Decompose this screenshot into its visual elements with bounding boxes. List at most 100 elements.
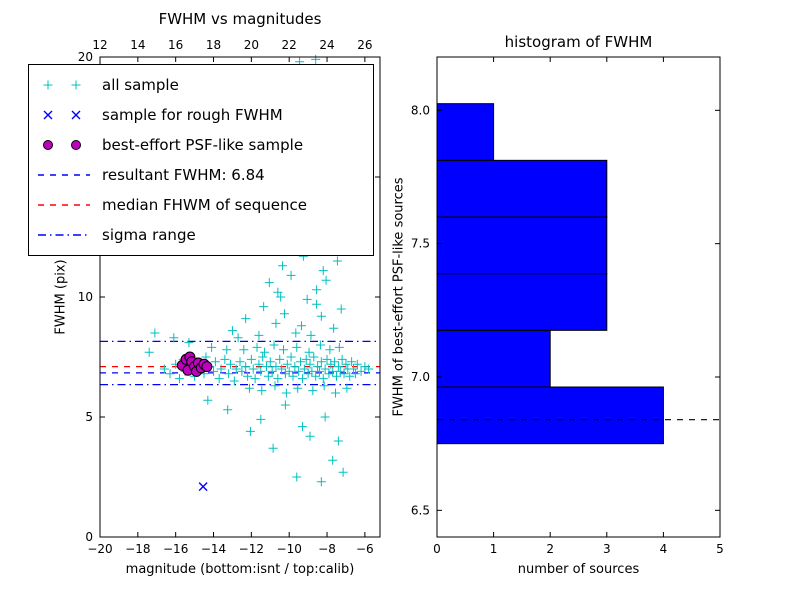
left-plot-title: FWHM vs magnitudes xyxy=(158,10,322,28)
circle-legend-icon xyxy=(36,136,92,154)
plus-marker xyxy=(207,342,217,352)
plus-marker xyxy=(347,357,357,367)
right-ylabel: FWHM of best-effort PSF-like sources xyxy=(391,177,407,417)
plus-marker xyxy=(320,412,330,422)
plus-marker xyxy=(276,292,286,302)
plus-marker xyxy=(337,354,347,364)
plus-marker xyxy=(293,383,303,393)
plus-marker xyxy=(254,330,264,340)
x-tick-label-bottom: −20 xyxy=(87,542,112,556)
plus-marker xyxy=(235,357,245,367)
plus-legend-icon xyxy=(36,76,92,94)
plus-marker xyxy=(268,443,278,453)
plus-marker xyxy=(227,326,237,336)
y-tick-label: 7.0 xyxy=(411,370,430,384)
x-tick-label-top: 14 xyxy=(130,38,145,52)
x-marker xyxy=(198,482,208,492)
histogram-bar xyxy=(436,103,495,161)
plus-marker xyxy=(301,354,311,364)
plus-marker xyxy=(350,369,360,379)
y-tick-label: 5 xyxy=(85,410,93,424)
x-tick-label-top: 12 xyxy=(92,38,107,52)
plus-marker xyxy=(349,364,359,374)
plus-marker xyxy=(291,328,301,338)
plus-marker xyxy=(333,362,343,372)
legend-label: all sample xyxy=(102,76,179,94)
plus-marker xyxy=(71,80,81,90)
x-marker xyxy=(43,110,53,120)
plus-marker xyxy=(313,362,323,372)
plus-marker xyxy=(331,371,341,381)
x-tick-label-bottom: −14 xyxy=(201,542,226,556)
plus-marker xyxy=(304,347,314,357)
x-tick-label-bottom: −18 xyxy=(125,542,150,556)
plus-marker xyxy=(220,354,230,364)
plus-marker xyxy=(271,362,281,372)
plus-marker xyxy=(244,383,254,393)
plus-marker xyxy=(210,357,220,367)
legend-marker-canvas xyxy=(38,174,90,176)
plus-marker xyxy=(318,266,328,276)
right-plot-title: histogram of FWHM xyxy=(504,33,653,51)
plus-marker xyxy=(169,333,179,343)
plus-marker xyxy=(338,467,348,477)
x-legend-icon xyxy=(36,106,92,124)
plus-marker xyxy=(284,366,294,376)
plus-marker xyxy=(254,359,264,369)
histogram-bar xyxy=(436,329,551,388)
plus-marker xyxy=(296,357,306,367)
y-tick-label: 6.5 xyxy=(411,503,430,517)
circle-marker xyxy=(71,140,81,150)
circle-marker xyxy=(43,140,53,150)
plus-marker xyxy=(273,287,283,297)
plus-marker xyxy=(245,426,255,436)
legend-marker-canvas xyxy=(43,110,81,120)
plus-marker xyxy=(330,357,340,367)
plus-marker xyxy=(302,294,312,304)
legend-entry-1: sample for rough FWHM xyxy=(36,100,373,130)
plus-marker xyxy=(297,422,307,432)
plus-marker xyxy=(165,369,175,379)
plus-marker xyxy=(297,374,307,384)
x-tick-label-top: 22 xyxy=(282,38,297,52)
plus-marker xyxy=(294,366,304,376)
x-tick-label-bottom: −12 xyxy=(239,542,264,556)
x-tick-label-top: 20 xyxy=(244,38,259,52)
plus-marker xyxy=(259,302,269,312)
plus-marker xyxy=(286,352,296,362)
plus-marker xyxy=(352,359,362,369)
plus-marker xyxy=(256,366,266,376)
plus-marker xyxy=(43,80,53,90)
plus-marker xyxy=(316,357,326,367)
plus-marker xyxy=(271,318,281,328)
plus-marker xyxy=(261,362,271,372)
x-tick-label: 4 xyxy=(660,542,668,556)
series-best-effort-psf-like-sample xyxy=(176,351,213,377)
plus-marker xyxy=(174,374,184,384)
plus-marker xyxy=(286,270,296,280)
plus-marker xyxy=(270,381,280,391)
plus-marker xyxy=(305,431,315,441)
x-tick-label-top: 18 xyxy=(206,38,221,52)
legend-marker-canvas xyxy=(43,140,81,150)
legend-marker-canvas xyxy=(38,234,90,236)
plus-marker xyxy=(257,386,267,396)
legend-entry-4: median FHWM of sequence xyxy=(36,190,373,220)
plus-marker xyxy=(248,364,258,374)
plus-marker xyxy=(223,405,233,415)
plus-marker xyxy=(319,381,329,391)
plus-marker xyxy=(336,304,346,314)
x-tick-label-top: 16 xyxy=(168,38,183,52)
plus-marker xyxy=(315,340,325,350)
dashdot-line-legend-icon xyxy=(36,226,92,244)
plus-marker xyxy=(159,364,169,374)
plus-marker xyxy=(321,275,331,285)
plus-marker xyxy=(320,364,330,374)
plus-marker xyxy=(280,369,290,379)
y-tick-label: 7.5 xyxy=(411,237,430,251)
plus-marker xyxy=(275,354,285,364)
plus-marker xyxy=(280,400,290,410)
plus-marker xyxy=(314,366,324,376)
legend-entry-0: all sample xyxy=(36,70,373,100)
plus-marker xyxy=(288,371,298,381)
